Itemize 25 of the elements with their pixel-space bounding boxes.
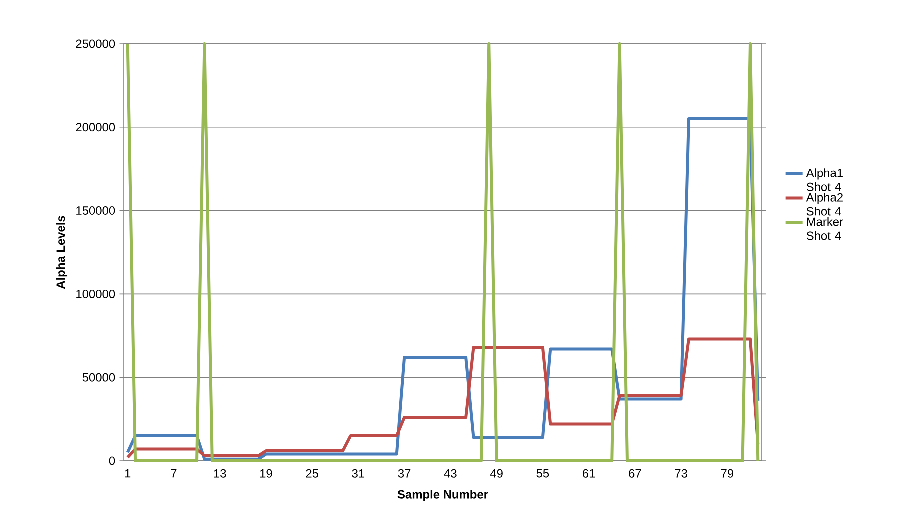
x-tick-label: 37 bbox=[398, 469, 411, 478]
x-tick-label: 61 bbox=[583, 469, 596, 478]
y-tick-label: 50000 bbox=[82, 373, 116, 382]
x-tick-label: 31 bbox=[352, 469, 365, 478]
x-tick-label: 79 bbox=[721, 469, 734, 478]
legend-label: Marker Shot 4 bbox=[806, 217, 844, 240]
legend-label: Alpha2 Shot 4 bbox=[806, 193, 843, 216]
x-tick-label: 73 bbox=[675, 469, 688, 478]
x-tick-label: 55 bbox=[536, 469, 550, 478]
x-axis-title: Sample Number bbox=[398, 490, 488, 502]
y-tick-label: 200000 bbox=[76, 123, 116, 132]
y-tick-label: 150000 bbox=[76, 206, 116, 216]
y-axis-title: Alpha Levels bbox=[56, 216, 68, 290]
x-tick-label: 19 bbox=[260, 469, 272, 478]
x-tick-label: 25 bbox=[306, 469, 318, 478]
x-tick-label: 49 bbox=[490, 469, 503, 478]
x-tick-label: 67 bbox=[629, 469, 642, 478]
x-tick-label: 43 bbox=[444, 469, 457, 478]
legend-label: Alpha1 Shot 4 bbox=[806, 168, 843, 192]
y-tick-label: 250000 bbox=[76, 40, 116, 48]
y-tick-label: 0 bbox=[109, 456, 116, 466]
y-tick-label: 100000 bbox=[76, 290, 116, 298]
x-tick-label: 13 bbox=[214, 469, 226, 478]
x-tick-label: 1 bbox=[125, 469, 131, 478]
x-tick-label: 7 bbox=[171, 469, 177, 478]
